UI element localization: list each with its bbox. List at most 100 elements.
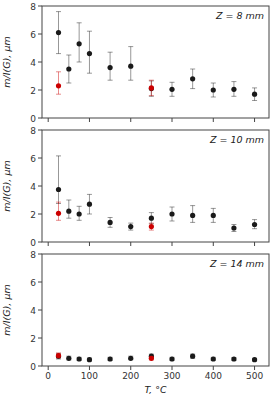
x-axis-label: T, °C [144, 384, 166, 395]
point [77, 211, 82, 216]
point [87, 51, 92, 56]
figure: 02468m/I(G), μmZ = 8 mm02468m/I(G), μmZ … [0, 0, 277, 400]
error-cap [66, 200, 71, 201]
error-bar [66, 200, 71, 218]
marks [56, 353, 257, 362]
x-tick [89, 242, 90, 246]
y-tick-label: 0 [30, 362, 36, 372]
error-bar [87, 31, 92, 73]
x-tick-label: 0 [45, 371, 51, 381]
plot-frame [42, 6, 269, 118]
error-bar [190, 206, 195, 223]
annotation: Z = 14 mm [209, 258, 264, 269]
error-bar [190, 354, 195, 358]
error-cap [66, 55, 71, 56]
point [56, 30, 61, 35]
point [190, 213, 195, 218]
y-tick-label: 2 [30, 210, 36, 220]
point [231, 225, 236, 230]
error-cap [56, 220, 61, 221]
y-tick [38, 338, 42, 339]
x-tick [254, 242, 255, 246]
x-tick-label: 300 [163, 371, 180, 381]
y-tick-label: 4 [30, 306, 36, 316]
point [149, 224, 154, 229]
error-cap [170, 82, 175, 83]
point [231, 87, 236, 92]
error-stem [58, 72, 59, 94]
point [149, 85, 154, 90]
point [87, 357, 92, 362]
x-tick [48, 118, 49, 122]
y-tick [38, 130, 42, 131]
error-bar [211, 208, 216, 222]
error-bar [66, 356, 71, 360]
error-cap [190, 88, 195, 89]
x-tick [89, 366, 90, 370]
point [190, 76, 195, 81]
point [211, 356, 216, 361]
error-cap [87, 31, 92, 32]
x-tick [172, 118, 173, 122]
error-cap [211, 83, 216, 84]
point [108, 65, 113, 70]
y-tick-label: 2 [30, 334, 36, 344]
point [128, 64, 133, 69]
error-cap [56, 11, 61, 12]
error-cap [56, 202, 61, 203]
error-cap [149, 80, 154, 81]
x-tick [213, 242, 214, 246]
y-tick [38, 6, 42, 7]
error-cap [252, 87, 257, 88]
point [128, 224, 133, 229]
error-cap [252, 219, 257, 220]
error-bar [252, 220, 257, 229]
error-bar [56, 156, 61, 204]
error-stem [58, 156, 59, 204]
marks [56, 156, 257, 232]
y-tick-label: 4 [30, 182, 36, 192]
point [169, 211, 174, 216]
error-cap [231, 96, 236, 97]
error-cap [170, 96, 175, 97]
error-cap [231, 231, 236, 232]
y-axis-label: m/I(G), μm [1, 284, 12, 335]
error-cap [87, 214, 92, 215]
error-bar [108, 52, 113, 80]
y-tick-label: 8 [30, 250, 36, 260]
x-tick [254, 366, 255, 370]
error-cap [87, 73, 92, 74]
x-tick [89, 118, 90, 122]
error-bar [149, 80, 154, 95]
point [190, 354, 195, 359]
point [149, 86, 154, 91]
y-tick-label: 0 [30, 238, 36, 248]
x-tick-label: 200 [122, 371, 139, 381]
y-tick-label: 6 [30, 30, 36, 40]
error-cap [190, 205, 195, 206]
error-cap [108, 227, 113, 228]
x-tick-label: 400 [205, 371, 222, 381]
x-tick [48, 366, 49, 370]
y-tick [38, 214, 42, 215]
y-tick [38, 62, 42, 63]
error-bar [170, 82, 175, 96]
y-tick [38, 90, 42, 91]
error-bar [128, 47, 133, 81]
error-cap [211, 208, 216, 209]
point [252, 357, 257, 362]
plot-frame [42, 254, 269, 366]
x-tick [130, 118, 131, 122]
point [56, 187, 61, 192]
error-cap [149, 223, 154, 224]
error-cap [87, 194, 92, 195]
point [149, 216, 154, 221]
y-tick [38, 34, 42, 35]
error-cap [231, 224, 236, 225]
y-tick-label: 8 [30, 126, 36, 136]
x-tick [213, 366, 214, 370]
error-bar [149, 81, 154, 96]
point [66, 356, 71, 361]
error-bar [56, 353, 61, 358]
y-tick-label: 6 [30, 154, 36, 164]
